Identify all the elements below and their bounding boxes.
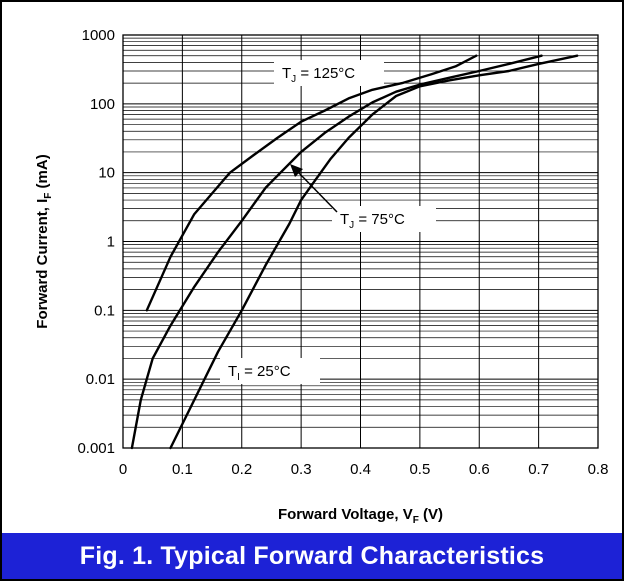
annotation-box [274,60,384,86]
x-tick-label: 0 [119,461,127,478]
caption-text: Fig. 1. Typical Forward Characteristics [79,541,545,570]
y-tick-label: 1000 [82,27,115,44]
y-axis-label: Forward Current, IF (mA) [34,154,54,328]
x-axis-label: Forward Voltage, VF (V) [278,506,443,526]
x-tick-label: 0.4 [350,461,371,478]
x-tick-label: 0.1 [172,461,193,478]
y-tick-label: 1 [107,234,115,251]
annotation-label: TJ = 125°C [282,65,355,85]
x-tick-label: 0.3 [291,461,312,478]
forward-characteristics-chart: 0 0.1 0.2 0.3 0.4 0.5 0.6 0.7 0.8 0.001 0.01 0.1 1 10… [34,27,609,526]
x-tick-label: 0.6 [469,461,490,478]
y-tick-label: 0.001 [77,440,115,457]
figure-caption: Fig. 1. Typical Forward Characteristics [2,533,622,579]
x-tick-label: 0.7 [528,461,549,478]
series-line-2 [130,54,543,450]
y-tick-label: 0.1 [94,302,115,319]
annotation-arrow-line [297,171,338,213]
plot-border [122,34,599,449]
x-tick-label: 0.5 [409,461,430,478]
annotation-arrowhead [290,164,303,177]
x-tick-label: 0.8 [588,461,609,478]
series-line-1 [145,54,478,312]
y-tick-label: 100 [90,96,115,113]
y-tick-label: 0.01 [86,371,115,388]
annotation-label: TJ = 75°C [340,211,405,231]
series-line-3 [169,54,579,450]
annotation-box [220,358,320,384]
x-tick-label: 0.2 [231,461,252,478]
annotation-box [332,206,436,232]
annotation-label: TI = 25°C [228,363,291,383]
y-tick-label: 10 [98,165,115,182]
